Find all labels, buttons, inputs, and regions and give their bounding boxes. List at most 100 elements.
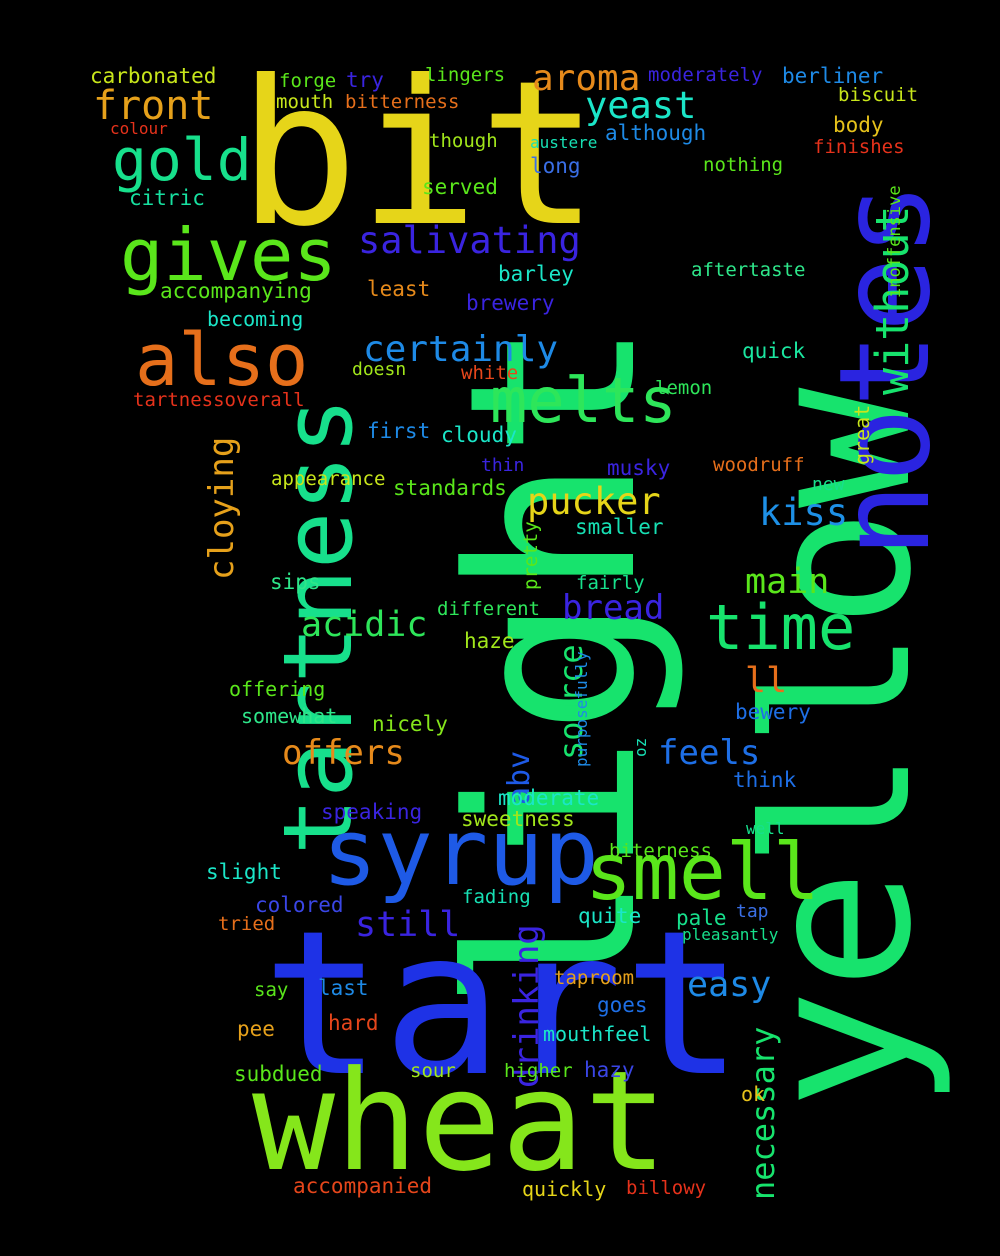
cloud-word: nicely [372, 712, 448, 737]
cloud-word: forge [279, 69, 337, 92]
cloud-word: accompanied [293, 1174, 433, 1199]
cloud-word: ll [745, 661, 788, 702]
cloud-word: moderately [648, 63, 763, 86]
cloud-word: syrup [322, 798, 599, 906]
cloud-word: pretty [520, 521, 542, 590]
cloud-word: finishes [813, 135, 905, 158]
cloud-word: doesn [352, 358, 407, 380]
cloud-word: although [605, 121, 707, 146]
cloud-word: gold [112, 125, 252, 194]
cloud-word: citric [129, 186, 205, 211]
cloud-word: necessary [744, 1026, 782, 1200]
cloud-word: inoffensive [885, 185, 905, 298]
cloud-word: front [93, 83, 214, 129]
cloud-word: carbonated [90, 64, 217, 89]
cloud-word: aroma [532, 58, 641, 100]
cloud-word: pee [237, 1017, 275, 1042]
cloud-word: moderate [498, 786, 600, 811]
cloud-word: nothing [703, 153, 784, 176]
cloud-word: lemon [655, 376, 713, 399]
cloud-word: body [833, 113, 884, 138]
cloud-word: speaking [321, 800, 423, 825]
cloud-word: standards [393, 476, 507, 501]
cloud-word: tart [262, 888, 744, 1121]
cloud-word: hazy [584, 1058, 635, 1083]
cloud-word: quite [578, 904, 642, 929]
cloud-word: cloying [202, 436, 242, 580]
cloud-word: slight [206, 860, 282, 885]
cloud-word: melts [490, 364, 677, 438]
cloud-word: appearance [271, 467, 386, 490]
cloud-word: say [254, 978, 289, 1001]
cloud-word: try [346, 68, 384, 93]
cloud-word: haze [464, 629, 515, 654]
cloud-word: biscuit [838, 83, 919, 106]
cloud-word: well [746, 819, 785, 839]
cloud-word: yeast [585, 83, 697, 127]
cloud-word: offering [229, 677, 326, 701]
cloud-word: served [422, 175, 498, 200]
cloud-word: easy [687, 965, 772, 1006]
cloud-word: fairly [576, 571, 645, 594]
cloud-word: purposefully [572, 651, 591, 767]
cloud-word: pale [676, 906, 727, 931]
cloud-word: smaller [575, 515, 664, 540]
cloud-word: fading [462, 885, 531, 908]
cloud-word: accompanying [160, 279, 312, 304]
cloud-word: woodruff [713, 453, 805, 476]
cloud-word: cloudy [441, 423, 517, 448]
cloud-word: offers [282, 733, 405, 774]
cloud-word: long [530, 154, 581, 179]
cloud-word: though [429, 129, 498, 152]
cloud-word: bitterness [345, 90, 460, 113]
cloud-word: feels [658, 733, 761, 774]
cloud-word: bit [238, 38, 600, 271]
cloud-word: aftertaste [691, 258, 806, 281]
cloud-word: colored [255, 893, 344, 918]
cloud-word: brewery [466, 291, 555, 316]
cloud-word: different [437, 597, 540, 620]
cloud-word: pucker [527, 479, 661, 523]
cloud-word: pleasantly [682, 925, 779, 945]
cloud-word: mouthfeel [543, 1022, 652, 1046]
cloud-word: goes [597, 993, 648, 1018]
cloud-word: biterness [609, 839, 712, 862]
cloud-word: least [367, 277, 431, 302]
cloud-word: certainly [363, 329, 559, 371]
cloud-word: tried [218, 912, 276, 935]
cloud-word: new [812, 473, 845, 495]
cloud-word: quickly [522, 1177, 607, 1201]
cloud-word: austere [530, 133, 598, 153]
cloud-word: first [367, 419, 431, 444]
cloud-word: think [733, 768, 797, 793]
cloud-word: colour [110, 119, 168, 139]
cloud-word: taproom [554, 966, 635, 989]
cloud-word: somewhat [241, 704, 338, 728]
cloud-word: smell [585, 827, 820, 918]
cloud-word: higher [504, 1059, 573, 1082]
cloud-word: gives [120, 212, 337, 297]
cloud-word: subdued [234, 1062, 323, 1087]
cloud-word: last [318, 976, 369, 1001]
cloud-word: tartnessoverall [133, 388, 305, 411]
cloud-word: still [355, 905, 461, 946]
cloud-word: becoming [207, 307, 304, 331]
cloud-word: sour [410, 1059, 456, 1082]
cloud-word: billowy [626, 1176, 707, 1199]
cloud-word: bread [562, 588, 665, 629]
cloud-word: sips [270, 570, 321, 595]
cloud-word: hard [328, 1011, 379, 1036]
cloud-word: musky [607, 456, 671, 481]
cloud-word: barley [498, 262, 574, 287]
cloud-word: white [461, 361, 519, 384]
cloud-word: thin [481, 454, 525, 476]
cloud-word: main [745, 562, 830, 603]
cloud-word: ok [741, 1082, 766, 1106]
cloud-word: oz [631, 737, 650, 757]
cloud-word: salivating [358, 218, 581, 262]
cloud-word: great [850, 404, 874, 465]
cloud-word: lingers [425, 63, 506, 86]
cloud-word: bewery [735, 700, 811, 725]
cloud-word: time [706, 591, 856, 665]
